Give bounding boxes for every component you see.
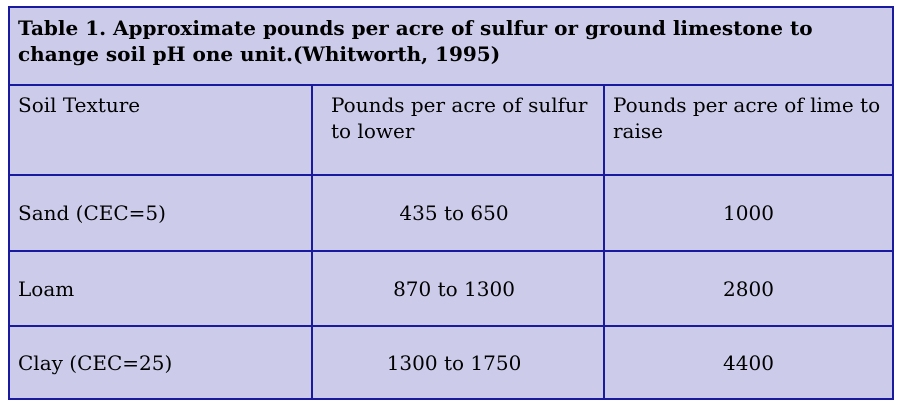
- cell-sulfur: 870 to 1300: [313, 252, 605, 325]
- cell-lime: 1000: [605, 176, 892, 250]
- cell-text: 435 to 650: [399, 201, 509, 225]
- cell-soil-texture: Loam: [10, 252, 313, 325]
- cell-text: Loam: [18, 276, 75, 301]
- soil-ph-table: Table 1. Approximate pounds per acre of …: [8, 6, 894, 400]
- header-soil-texture: Soil Texture: [10, 86, 313, 174]
- cell-soil-texture: Clay (CEC=25): [10, 327, 313, 398]
- table-header-row: Soil Texture Pounds per acre of sulfur t…: [10, 86, 892, 176]
- table-caption: Table 1. Approximate pounds per acre of …: [10, 8, 892, 86]
- cell-lime: 4400: [605, 327, 892, 398]
- cell-soil-texture: Sand (CEC=5): [10, 176, 313, 250]
- cell-text: 870 to 1300: [393, 276, 515, 301]
- cell-sulfur: 435 to 650: [313, 176, 605, 250]
- cell-text: 4400: [723, 350, 774, 375]
- cell-lime: 2800: [605, 252, 892, 325]
- header-lime-to-raise: Pounds per acre of lime to raise: [613, 93, 881, 143]
- cell-text: 1300 to 1750: [386, 350, 522, 375]
- table-row: Clay (CEC=25) 1300 to 1750 4400: [10, 327, 892, 398]
- header-sulfur-to-lower: Pounds per acre of sulfur to lower: [313, 86, 605, 174]
- cell-text: Sand (CEC=5): [18, 201, 166, 225]
- table-row: Sand (CEC=5) 435 to 650 1000: [10, 176, 892, 252]
- table-row: Loam 870 to 1300 2800: [10, 252, 892, 327]
- cell-text: 1000: [723, 201, 774, 225]
- cell-text: 2800: [723, 276, 774, 301]
- cell-sulfur: 1300 to 1750: [313, 327, 605, 398]
- cell-text: Clay (CEC=25): [18, 350, 173, 375]
